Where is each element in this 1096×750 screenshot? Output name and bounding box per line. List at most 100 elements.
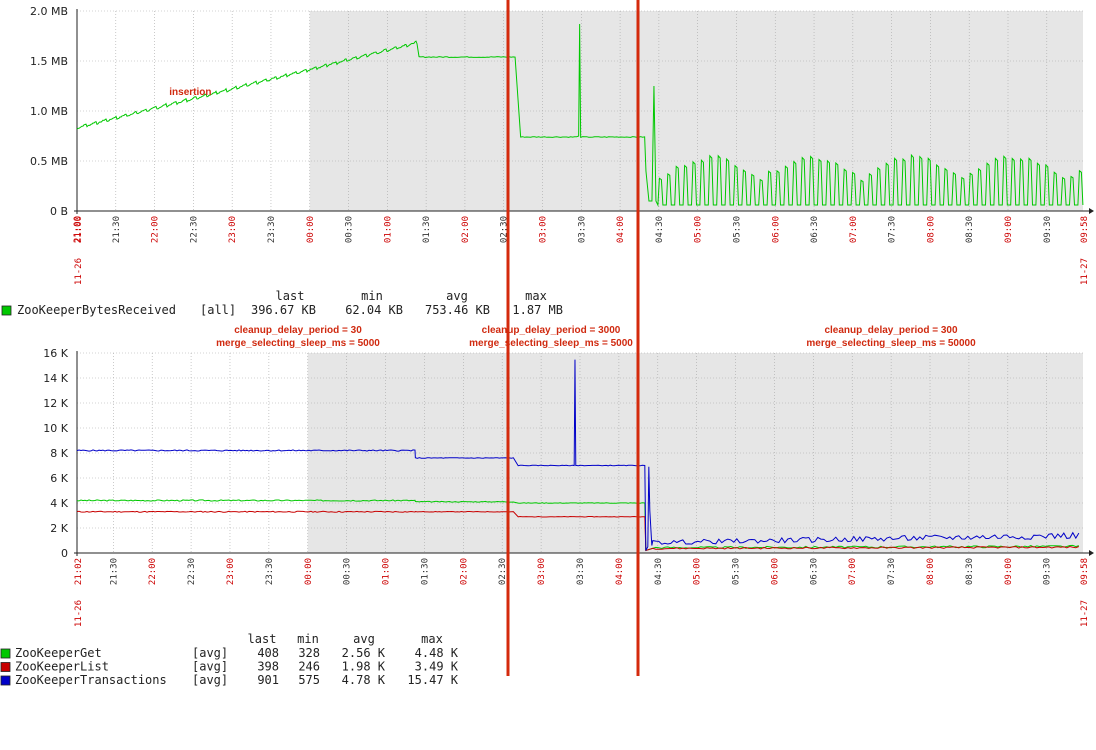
x-tick-label-major: 05:00	[693, 558, 703, 585]
x-tick-label-minor: 09:30	[1043, 216, 1053, 243]
x-start-label: 21:00	[74, 216, 84, 243]
x-tick-label-minor: 06:30	[809, 558, 819, 585]
legend-scope: [all]	[200, 303, 236, 317]
y-tick-label: 1.0 MB	[30, 105, 68, 118]
y-tick-label: 16 K	[43, 347, 68, 360]
x-tick-label-minor: 03:30	[577, 216, 587, 243]
x-start-label: 21:02	[74, 558, 84, 585]
legend-series-name: ZooKeeperBytesReceived	[17, 303, 176, 317]
x-axis-arrow	[1089, 550, 1094, 556]
x-tick-label-major: 07:00	[848, 558, 858, 585]
legend-swatch	[0, 675, 11, 686]
x-end-date: 11-27	[1080, 600, 1090, 627]
x-tick-label-minor: 22:30	[187, 558, 197, 585]
legend-header-max: max	[525, 289, 547, 303]
legend-header-last: last	[276, 289, 305, 303]
series-line-get	[76, 499, 1079, 552]
x-tick-label-major: 09:00	[1004, 558, 1014, 585]
x-end-label: 09:58	[1080, 558, 1090, 585]
legend-scope: [avg]	[192, 646, 228, 660]
legend-swatch	[0, 648, 11, 659]
x-tick-label-major: 23:00	[228, 216, 238, 243]
x-tick-label-minor: 01:30	[422, 216, 432, 243]
x-axis-arrow	[1089, 208, 1094, 214]
x-tick-label-minor: 07:30	[888, 216, 898, 243]
x-start-date: 11-26	[74, 600, 84, 627]
y-tick-label: 2.0 MB	[30, 5, 68, 18]
annotation-line2: merge_selecting_sleep_ms = 5000	[216, 338, 380, 349]
legend-header-avg: avg	[446, 289, 468, 303]
y-tick-label: 10 K	[43, 422, 68, 435]
legend-value-last: 901	[257, 673, 279, 687]
x-tick-label-minor: 07:30	[887, 558, 897, 585]
y-tick-label: 6 K	[50, 472, 68, 485]
legend-scope: [avg]	[192, 660, 228, 674]
x-tick-label-major: 21:00	[73, 216, 83, 243]
y-tick-label: 12 K	[43, 397, 68, 410]
legend-header-avg: avg	[353, 632, 375, 646]
annotation-line1: cleanup_delay_period = 30	[234, 325, 362, 336]
x-tick-label-major: 06:00	[771, 216, 781, 243]
y-tick-label: 2 K	[50, 522, 68, 535]
x-tick-label-major: 06:00	[770, 558, 780, 585]
x-tick-label-major: 08:00	[926, 558, 936, 585]
x-tick-label-minor: 21:30	[112, 216, 122, 243]
legend-value-min: 575	[298, 673, 320, 687]
x-tick-label-major: 08:00	[926, 216, 936, 243]
legend-value-avg: 753.46 KB	[425, 303, 490, 317]
x-tick-label-major: 09:00	[1004, 216, 1014, 243]
annotation-line1: cleanup_delay_period = 300	[824, 325, 958, 336]
legend-series-name: ZooKeeperList	[15, 660, 109, 674]
x-tick-label-major: 01:00	[383, 216, 393, 243]
legend-value-last: 398	[257, 660, 279, 674]
y-tick-label: 1.5 MB	[30, 55, 68, 68]
legend-value-max: 1.87 MB	[512, 303, 563, 317]
x-tick-label-major: 03:00	[537, 558, 547, 585]
x-tick-label-minor: 02:30	[498, 558, 508, 585]
legend-value-avg: 4.78 K	[342, 673, 386, 687]
config-change-markers	[506, 0, 640, 676]
x-tick-label-minor: 23:30	[267, 216, 277, 243]
annotation-insertion: insertion	[169, 87, 211, 98]
x-tick-label-minor: 03:30	[576, 558, 586, 585]
x-tick-label-major: 23:00	[226, 558, 236, 585]
x-tick-label-minor: 05:30	[732, 558, 742, 585]
x-tick-label-minor: 06:30	[810, 216, 820, 243]
x-tick-label-major: 04:00	[616, 216, 626, 243]
y-tick-label: 8 K	[50, 447, 68, 460]
x-tick-label-minor: 22:30	[189, 216, 199, 243]
x-tick-label-minor: 08:30	[965, 216, 975, 243]
bytes-received-graph: 0 B 0.5 MB 1.0 MB 1.5 MB 2.0 MB 21:30 22:30 23:…	[1, 5, 1094, 317]
x-tick-label-minor: 05:30	[732, 216, 742, 243]
legend-value-avg: 1.98 K	[342, 660, 386, 674]
x-tick-label-minor: 00:30	[343, 558, 353, 585]
y-tick-label: 0 B	[50, 205, 68, 218]
x-tick-label-minor: 04:30	[655, 216, 665, 243]
legend-header-min: min	[297, 632, 319, 646]
x-tick-label-major: 02:00	[459, 558, 469, 585]
x-tick-label-major: 04:00	[615, 558, 625, 585]
legend-value-min: 246	[298, 660, 320, 674]
x-tick-label-major: 05:00	[694, 216, 704, 243]
legend-value-max: 3.49 K	[415, 660, 459, 674]
legend-value-last: 408	[257, 646, 279, 660]
x-tick-label-major: 07:00	[849, 216, 859, 243]
legend-header-last: last	[248, 632, 277, 646]
x-tick-label-minor: 01:30	[420, 558, 430, 585]
x-tick-label-minor: 00:30	[345, 216, 355, 243]
x-tick-label-major: 22:00	[148, 558, 158, 585]
series-line-list	[76, 510, 1080, 552]
x-tick-label-major: 02:00	[461, 216, 471, 243]
x-tick-label-major: 00:00	[304, 558, 314, 585]
x-tick-label-major: 03:00	[539, 216, 549, 243]
x-end-date: 11-27	[1080, 258, 1090, 285]
x-tick-label-minor: 02:30	[500, 216, 510, 243]
series-line-bytes-received	[76, 23, 1084, 207]
legend-series-name: ZooKeeperTransactions	[15, 673, 167, 687]
x-end-label: 09:58	[1080, 216, 1090, 243]
legend-header-max: max	[421, 632, 443, 646]
zookeeper-ops-graph: 0 2 K 4 K 6 K 8 K 10 K 12 K 14 K 16 K 21:30 22:30 2…	[0, 325, 1094, 687]
y-tick-label: 4 K	[50, 497, 68, 510]
x-tick-label-major: 22:00	[151, 216, 161, 243]
